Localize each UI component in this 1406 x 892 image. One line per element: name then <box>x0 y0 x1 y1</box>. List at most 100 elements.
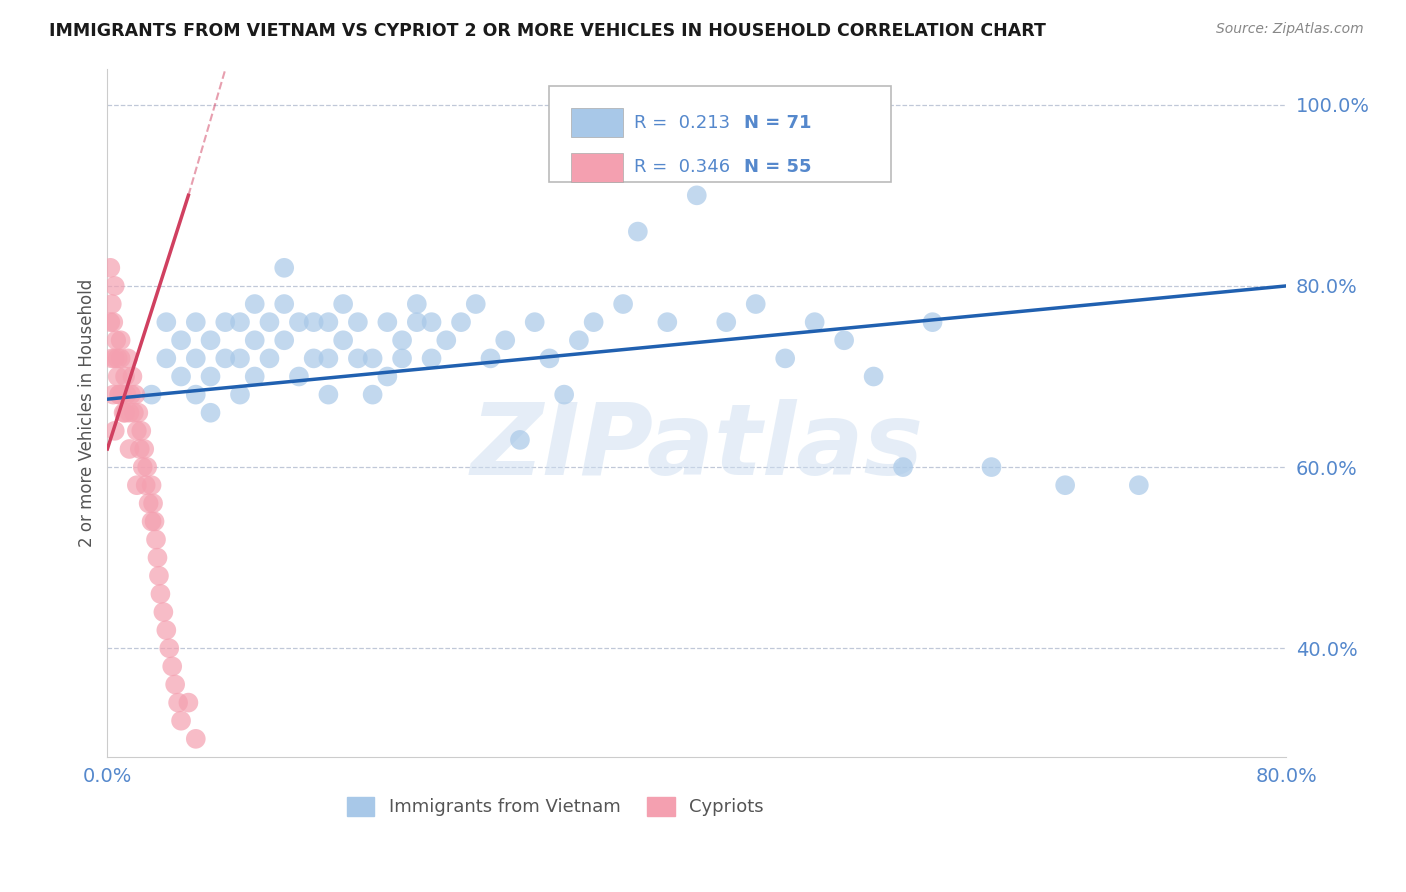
FancyBboxPatch shape <box>571 108 623 137</box>
Point <box>155 623 177 637</box>
Text: R =  0.213: R = 0.213 <box>634 114 731 132</box>
Point <box>347 315 370 329</box>
Point <box>114 406 136 420</box>
Point <box>132 460 155 475</box>
Point <box>391 351 413 366</box>
Point <box>104 351 127 366</box>
Point <box>112 406 135 420</box>
Point <box>420 351 443 366</box>
Point <box>273 297 295 311</box>
Point <box>114 369 136 384</box>
Point <box>184 387 207 401</box>
Point <box>136 460 159 475</box>
Point <box>146 550 169 565</box>
Point <box>120 387 142 401</box>
Point <box>118 442 141 456</box>
Point <box>142 496 165 510</box>
Point <box>243 333 266 347</box>
Point <box>170 369 193 384</box>
Point <box>155 351 177 366</box>
Text: N = 55: N = 55 <box>744 159 811 177</box>
Point <box>107 369 129 384</box>
Point <box>302 315 325 329</box>
Point <box>582 315 605 329</box>
Point <box>375 315 398 329</box>
Point <box>108 387 131 401</box>
Point <box>117 351 139 366</box>
Point <box>160 659 183 673</box>
Point <box>110 333 132 347</box>
Point <box>259 315 281 329</box>
Point <box>538 351 561 366</box>
FancyBboxPatch shape <box>571 153 623 182</box>
Point <box>494 333 516 347</box>
Text: N = 71: N = 71 <box>744 114 811 132</box>
Point <box>553 387 575 401</box>
Point <box>464 297 486 311</box>
Point <box>101 351 124 366</box>
Point <box>288 315 311 329</box>
Point <box>1054 478 1077 492</box>
Point <box>1128 478 1150 492</box>
Point <box>862 369 884 384</box>
Y-axis label: 2 or more Vehicles in Household: 2 or more Vehicles in Household <box>79 278 96 547</box>
Point <box>122 406 145 420</box>
Point <box>124 387 146 401</box>
Point <box>832 333 855 347</box>
Point <box>568 333 591 347</box>
Point <box>980 460 1002 475</box>
Point <box>101 297 124 311</box>
Point <box>229 315 252 329</box>
Point <box>803 315 825 329</box>
Point <box>200 369 222 384</box>
Legend: Immigrants from Vietnam, Cypriots: Immigrants from Vietnam, Cypriots <box>340 789 770 823</box>
Point <box>891 460 914 475</box>
Point <box>107 351 129 366</box>
Point <box>141 478 163 492</box>
Point <box>523 315 546 329</box>
Point <box>744 297 766 311</box>
Point <box>149 587 172 601</box>
Point <box>135 478 157 492</box>
Point <box>773 351 796 366</box>
Point <box>170 333 193 347</box>
Point <box>111 387 134 401</box>
Point <box>104 279 127 293</box>
Point <box>318 351 340 366</box>
Point <box>145 533 167 547</box>
Point <box>434 333 457 347</box>
Point <box>391 333 413 347</box>
Point <box>98 260 121 275</box>
Point <box>509 433 531 447</box>
Text: R =  0.346: R = 0.346 <box>634 159 731 177</box>
Point <box>347 351 370 366</box>
Point <box>98 315 121 329</box>
Point <box>243 369 266 384</box>
Point <box>375 369 398 384</box>
Point <box>921 315 943 329</box>
Point <box>127 406 149 420</box>
Point <box>134 442 156 456</box>
Point <box>243 297 266 311</box>
Point <box>125 478 148 492</box>
Point <box>103 315 125 329</box>
Point <box>157 641 180 656</box>
Point <box>121 369 143 384</box>
Point <box>450 315 472 329</box>
Point <box>479 351 502 366</box>
Point <box>405 297 427 311</box>
Point <box>152 605 174 619</box>
Text: IMMIGRANTS FROM VIETNAM VS CYPRIOT 2 OR MORE VEHICLES IN HOUSEHOLD CORRELATION C: IMMIGRANTS FROM VIETNAM VS CYPRIOT 2 OR … <box>49 22 1046 40</box>
Point <box>716 315 738 329</box>
Point <box>318 315 340 329</box>
Point <box>273 333 295 347</box>
Point <box>108 387 131 401</box>
FancyBboxPatch shape <box>550 86 891 182</box>
Point <box>686 188 709 202</box>
Point <box>110 351 132 366</box>
Point <box>200 406 222 420</box>
Point <box>627 225 650 239</box>
Point <box>229 351 252 366</box>
Point <box>103 387 125 401</box>
Point <box>148 569 170 583</box>
